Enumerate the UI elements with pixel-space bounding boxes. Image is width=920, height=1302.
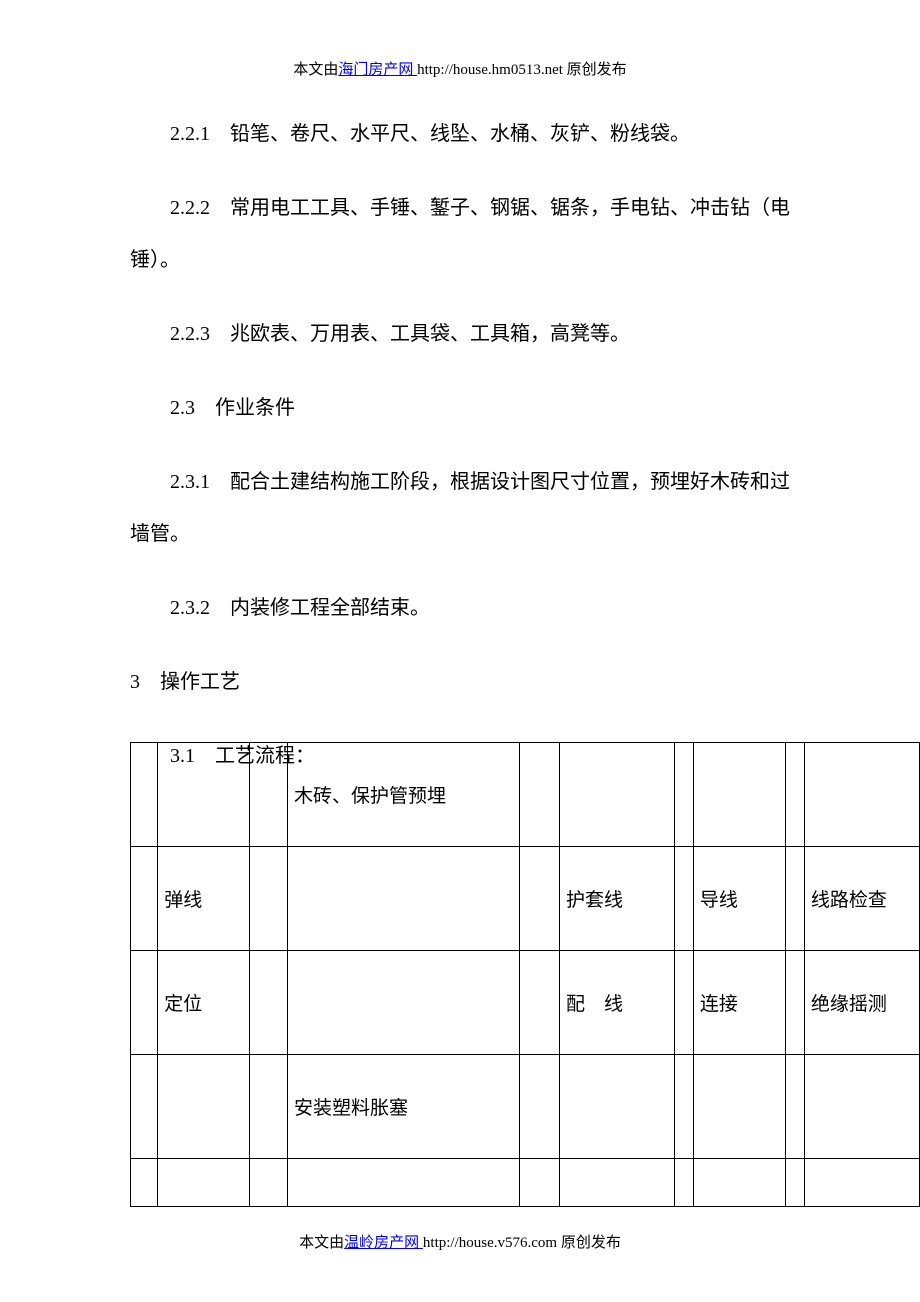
cell: [559, 1055, 674, 1159]
cell: [693, 1055, 785, 1159]
cell: [131, 743, 158, 847]
para-2-3: 2.3 作业条件: [130, 382, 790, 434]
table-row: 定位 配 线 连接 绝缘摇测: [131, 951, 920, 1055]
table-row: [131, 1159, 920, 1207]
cell: [675, 847, 694, 951]
table-row: 弹线 护套线 导线 线路检查: [131, 847, 920, 951]
cell: [158, 1055, 250, 1159]
cell: [520, 1055, 560, 1159]
cell: [693, 1159, 785, 1207]
cell: [131, 1159, 158, 1207]
cell: 定位: [158, 951, 250, 1055]
cell: [693, 743, 785, 847]
cell: [287, 951, 519, 1055]
cell: [287, 1159, 519, 1207]
footer-prefix: 本文由: [299, 1235, 344, 1251]
cell: [250, 743, 288, 847]
cell: [804, 743, 919, 847]
cell: 绝缘摇测: [804, 951, 919, 1055]
cell: [158, 743, 250, 847]
cell: 护套线: [559, 847, 674, 951]
header-link[interactable]: 海门房产网: [338, 62, 417, 78]
cell: [675, 951, 694, 1055]
cell: 配 线: [559, 951, 674, 1055]
cell: [785, 951, 804, 1055]
header-url: http://house.hm0513.net 原创发布: [417, 62, 627, 78]
cell: [250, 847, 288, 951]
cell: [559, 1159, 674, 1207]
cell: 安装塑料胀塞: [287, 1055, 519, 1159]
para-2-2-2: 2.2.2 常用电工工具、手锤、錾子、钢锯、锯条，手电钻、冲击钻（电锤）。: [130, 182, 790, 286]
cell: [250, 951, 288, 1055]
para-2-3-2: 2.3.2 内装修工程全部结束。: [130, 582, 790, 634]
cell: [287, 847, 519, 951]
cell: [520, 1159, 560, 1207]
cell: [520, 743, 560, 847]
cell: 连接: [693, 951, 785, 1055]
cell: [158, 1159, 250, 1207]
cell: [675, 1159, 694, 1207]
footer-url: http://house.v576.com 原创发布: [423, 1235, 621, 1251]
cell: [804, 1055, 919, 1159]
cell: [559, 743, 674, 847]
cell: 导线: [693, 847, 785, 951]
cell: [675, 1055, 694, 1159]
para-3: 3 操作工艺: [130, 656, 790, 708]
cell: [250, 1055, 288, 1159]
cell: [675, 743, 694, 847]
cell: [131, 1055, 158, 1159]
page-header: 本文由海门房产网 http://house.hm0513.net 原创发布: [0, 58, 920, 79]
cell: [785, 743, 804, 847]
cell: [131, 847, 158, 951]
cell: 木砖、保护管预埋: [287, 743, 519, 847]
document-body: 2.2.1 铅笔、卷尺、水平尺、线坠、水桶、灰铲、粉线袋。 2.2.2 常用电工…: [130, 108, 790, 804]
table-row: 木砖、保护管预埋: [131, 743, 920, 847]
footer-link[interactable]: 温岭房产网: [344, 1235, 423, 1251]
header-prefix: 本文由: [293, 62, 338, 78]
cell: 弹线: [158, 847, 250, 951]
process-flow-table: 木砖、保护管预埋 弹线 护套线 导线 线路检查 定位 配 线: [130, 742, 920, 1207]
cell: [250, 1159, 288, 1207]
para-2-3-1: 2.3.1 配合土建结构施工阶段，根据设计图尺寸位置，预埋好木砖和过墙管。: [130, 456, 790, 560]
cell: [785, 847, 804, 951]
cell: [804, 1159, 919, 1207]
cell: 线路检查: [804, 847, 919, 951]
cell: [785, 1055, 804, 1159]
flow-table: 木砖、保护管预埋 弹线 护套线 导线 线路检查 定位 配 线: [130, 742, 920, 1207]
para-2-2-3: 2.2.3 兆欧表、万用表、工具袋、工具箱，高凳等。: [130, 308, 790, 360]
cell: [131, 951, 158, 1055]
cell: [520, 847, 560, 951]
table-row: 安装塑料胀塞: [131, 1055, 920, 1159]
page-footer: 本文由温岭房产网 http://house.v576.com 原创发布: [0, 1231, 920, 1252]
para-2-2-1: 2.2.1 铅笔、卷尺、水平尺、线坠、水桶、灰铲、粉线袋。: [130, 108, 790, 160]
cell: [785, 1159, 804, 1207]
cell: [520, 951, 560, 1055]
